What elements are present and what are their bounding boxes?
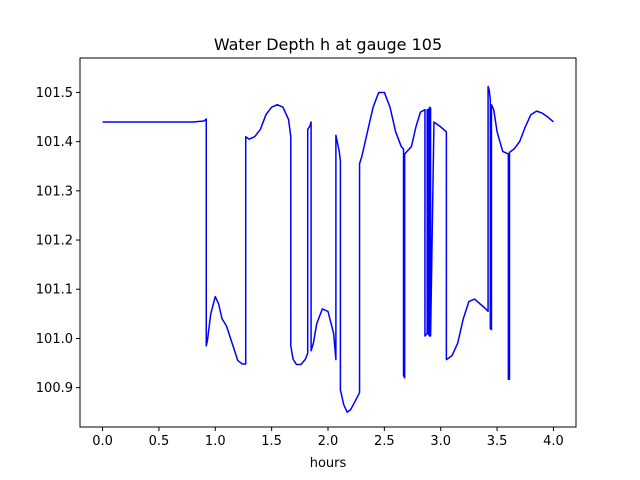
y-tick-label: 101.4 [36,135,73,150]
y-tick-label: 101.5 [36,86,73,101]
x-tick-label: 0.5 [149,434,170,449]
plot-area: 0.0 0.5 1.0 1.5 2.0 2.5 3.0 3.5 4.0 100.9 101.0 101… [36,57,577,449]
x-tick-label: 4.0 [543,434,564,449]
x-tick-label: 1.0 [205,434,226,449]
x-tick-label: 1.5 [261,434,282,449]
series-line-0 [102,85,554,413]
x-tick-label: 3.0 [430,434,451,449]
chart-title: Water Depth h at gauge 105 [214,35,442,54]
y-tick-label: 101.2 [36,234,73,249]
x-tick-label: 2.0 [318,434,339,449]
y-tick-label: 100.9 [36,381,73,396]
x-tick-label: 2.5 [374,434,395,449]
x-axis-label: hours [310,456,347,471]
y-tick-label: 101.3 [36,184,73,199]
y-tick-label: 101.1 [36,283,73,298]
y-tick-label: 101.0 [36,332,73,347]
x-tick-label: 3.5 [487,434,508,449]
x-tick-label: 0.0 [92,434,113,449]
